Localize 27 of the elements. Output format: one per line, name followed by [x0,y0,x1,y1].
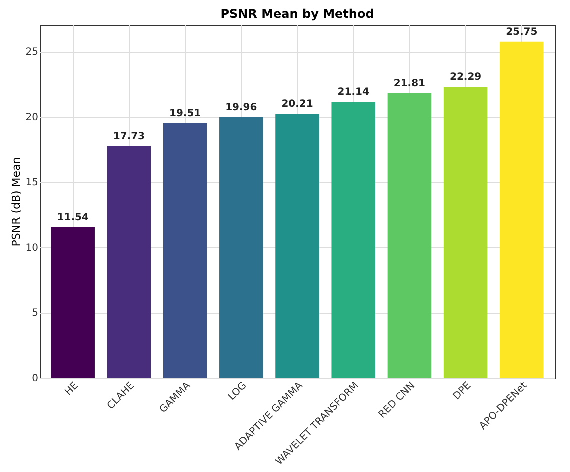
y-tick-label: 20 [26,112,38,124]
bar [220,117,264,378]
bar [276,114,320,378]
data-label: 17.73 [113,132,146,143]
bar [500,42,544,378]
data-label: 19.51 [169,108,202,120]
y-tick-label: 25 [26,47,38,58]
bar [332,102,376,378]
y-tick-label: 5 [32,308,38,320]
data-label: 21.14 [338,87,370,98]
bar [107,146,152,378]
y-tick-label: 10 [26,242,38,254]
x-tick-label: HE [63,380,81,398]
data-label: 20.21 [282,99,314,110]
data-label: 21.81 [394,78,426,90]
data-label: 22.29 [450,72,482,84]
y-tick-label: 0 [32,374,38,384]
y-axis-title: PSNR (dB) Mean [10,157,23,247]
y-tick-label: 15 [26,178,38,189]
bar [444,87,488,378]
bar [388,93,432,378]
data-label: 11.54 [57,212,89,224]
data-label: 19.96 [226,102,258,114]
bar [163,123,208,378]
chart-title: PSNR Mean by Method [220,7,374,21]
data-label: 25.75 [506,26,538,38]
bar [51,227,95,378]
